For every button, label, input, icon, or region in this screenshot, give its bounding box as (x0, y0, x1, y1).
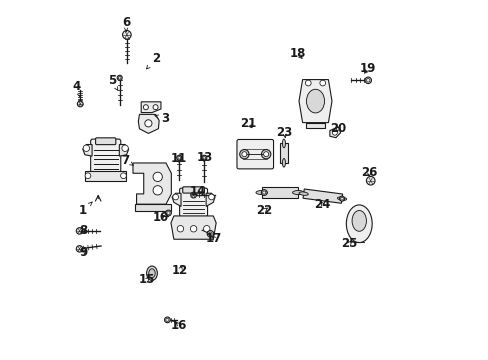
Ellipse shape (282, 139, 285, 148)
Circle shape (332, 130, 337, 135)
Ellipse shape (148, 269, 155, 278)
Text: 23: 23 (276, 126, 292, 139)
Text: 2: 2 (146, 52, 160, 69)
Circle shape (76, 228, 82, 234)
Circle shape (83, 145, 89, 152)
Circle shape (364, 77, 371, 84)
Circle shape (305, 80, 310, 86)
FancyBboxPatch shape (183, 187, 204, 193)
Text: 3: 3 (155, 112, 169, 125)
Circle shape (122, 145, 128, 152)
Circle shape (190, 192, 196, 198)
Circle shape (208, 194, 214, 200)
Circle shape (366, 176, 374, 185)
Text: 20: 20 (330, 122, 346, 135)
Polygon shape (298, 80, 331, 123)
Text: 21: 21 (240, 117, 256, 130)
Polygon shape (261, 187, 298, 198)
Polygon shape (119, 144, 128, 156)
Text: 7: 7 (121, 154, 133, 167)
Circle shape (261, 190, 266, 195)
Ellipse shape (299, 192, 307, 195)
Circle shape (164, 317, 170, 323)
Circle shape (153, 186, 162, 195)
Circle shape (153, 172, 162, 181)
FancyBboxPatch shape (96, 138, 116, 145)
Bar (85, 171, 126, 181)
Circle shape (239, 149, 248, 159)
Ellipse shape (282, 158, 285, 167)
Polygon shape (133, 163, 171, 204)
Text: 22: 22 (256, 204, 272, 217)
Text: 26: 26 (360, 166, 377, 179)
FancyBboxPatch shape (179, 188, 207, 216)
Polygon shape (206, 193, 215, 206)
Text: 6: 6 (122, 16, 130, 32)
Circle shape (76, 246, 82, 252)
Text: 1: 1 (79, 202, 92, 217)
Text: 9: 9 (79, 246, 87, 259)
Text: 15: 15 (139, 273, 155, 286)
Polygon shape (141, 102, 161, 113)
Circle shape (172, 194, 178, 200)
Circle shape (117, 75, 122, 80)
Circle shape (85, 173, 91, 179)
Polygon shape (279, 143, 287, 163)
Circle shape (177, 225, 183, 232)
Circle shape (144, 120, 152, 127)
Bar (306, 123, 324, 128)
Text: 10: 10 (153, 211, 169, 224)
Text: 13: 13 (196, 151, 212, 164)
Text: 18: 18 (289, 47, 305, 60)
Polygon shape (172, 193, 181, 206)
Text: 17: 17 (205, 231, 222, 244)
Text: 8: 8 (79, 224, 87, 238)
Text: 14: 14 (189, 185, 205, 198)
Circle shape (339, 196, 344, 201)
Circle shape (143, 105, 148, 110)
Circle shape (153, 105, 158, 110)
Text: 12: 12 (171, 264, 188, 277)
Polygon shape (303, 189, 342, 203)
Circle shape (319, 80, 325, 86)
Circle shape (176, 155, 182, 160)
Circle shape (77, 101, 83, 107)
Text: 5: 5 (107, 74, 118, 90)
Polygon shape (329, 127, 340, 138)
Text: 19: 19 (359, 62, 376, 75)
Text: 11: 11 (171, 152, 187, 165)
Polygon shape (138, 114, 159, 134)
Ellipse shape (146, 266, 157, 280)
Circle shape (202, 155, 206, 160)
Ellipse shape (337, 197, 346, 201)
Text: 4: 4 (72, 80, 81, 96)
Ellipse shape (292, 190, 304, 194)
Circle shape (261, 149, 270, 159)
Ellipse shape (351, 211, 366, 231)
Circle shape (190, 225, 196, 232)
FancyBboxPatch shape (90, 139, 121, 172)
Circle shape (242, 152, 246, 157)
Polygon shape (171, 216, 216, 239)
Text: 24: 24 (314, 198, 330, 211)
Ellipse shape (255, 190, 267, 194)
Circle shape (207, 230, 213, 237)
Text: 25: 25 (340, 237, 357, 250)
Bar (135, 204, 171, 211)
Circle shape (165, 210, 171, 216)
FancyBboxPatch shape (237, 139, 273, 169)
Circle shape (203, 225, 209, 232)
Polygon shape (82, 144, 92, 156)
Ellipse shape (306, 89, 324, 113)
Text: 16: 16 (171, 319, 187, 332)
Circle shape (122, 31, 131, 39)
Circle shape (263, 152, 268, 157)
Ellipse shape (346, 205, 371, 243)
Circle shape (121, 173, 126, 179)
